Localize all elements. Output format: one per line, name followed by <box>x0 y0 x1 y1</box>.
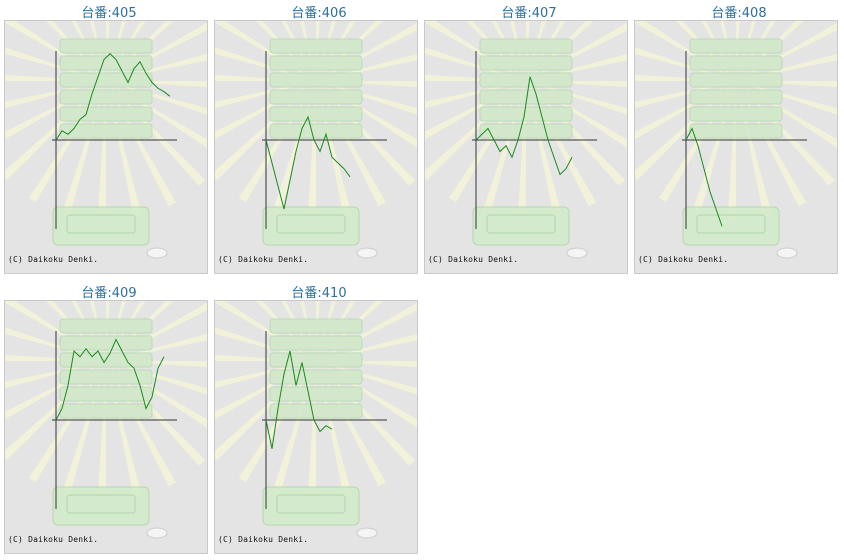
graph-svg <box>635 21 837 259</box>
payout-graph: (C) Daikoku Denki. <box>4 20 208 274</box>
copyright-text: (C) Daikoku Denki. <box>218 535 309 544</box>
machine-number-title: 台番:410 <box>291 286 347 301</box>
payout-graph: (C) Daikoku Denki. <box>214 20 418 274</box>
payout-graph: (C) Daikoku Denki. <box>634 20 838 274</box>
payout-line <box>265 115 351 210</box>
payout-line <box>55 53 171 141</box>
graph-svg <box>215 301 417 539</box>
copyright-text: (C) Daikoku Denki. <box>428 255 519 264</box>
payout-graph: (C) Daikoku Denki. <box>4 300 208 554</box>
payout-line <box>55 338 165 421</box>
copyright-text: (C) Daikoku Denki. <box>218 255 309 264</box>
machine-number-title: 台番:409 <box>81 286 137 301</box>
machine-card-408[interactable]: 台番:408 (C) Daikoku Denki. <box>634 0 844 280</box>
payout-line <box>265 350 333 449</box>
machine-card-406[interactable]: 台番:406 (C) Daikoku Denki. <box>214 0 424 280</box>
copyright-text: (C) Daikoku Denki. <box>8 535 99 544</box>
copyright-text: (C) Daikoku Denki. <box>8 255 99 264</box>
graph-svg <box>5 21 207 259</box>
machine-number-title: 台番:406 <box>291 6 347 21</box>
payout-line <box>685 127 723 227</box>
payout-graph: (C) Daikoku Denki. <box>214 300 418 554</box>
payout-graph: (C) Daikoku Denki. <box>424 20 628 274</box>
graph-svg <box>425 21 627 259</box>
machine-card-407[interactable]: 台番:407 (C) Daikoku Denki. <box>424 0 634 280</box>
machine-number-title: 台番:408 <box>711 6 767 21</box>
machine-card-410[interactable]: 台番:410 (C) Daikoku Denki. <box>214 280 424 560</box>
payout-line <box>475 76 573 176</box>
graph-svg <box>5 301 207 539</box>
machine-number-title: 台番:405 <box>81 6 137 21</box>
copyright-text: (C) Daikoku Denki. <box>638 255 729 264</box>
machine-card-409[interactable]: 台番:409 (C) Daikoku Denki. <box>4 280 214 560</box>
graph-svg <box>215 21 417 259</box>
machine-card-405[interactable]: 台番:405 (C) Daikoku Denki. <box>4 0 214 280</box>
machine-number-title: 台番:407 <box>501 6 557 21</box>
